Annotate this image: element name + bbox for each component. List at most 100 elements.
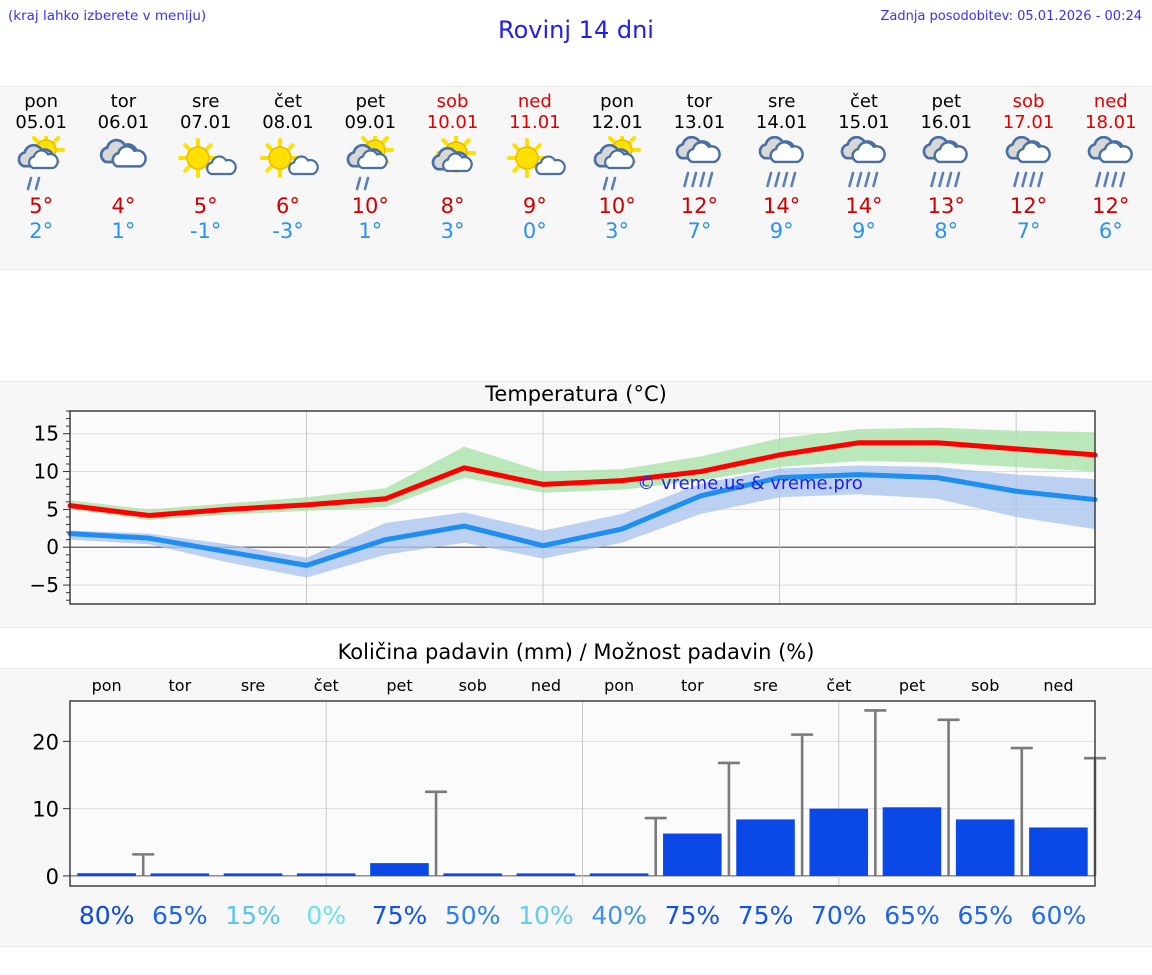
day-date: 10.01 [426,112,479,133]
svg-text:15: 15 [34,422,59,446]
day-date: 06.01 [97,112,150,133]
precipitation-probability: 65% [957,901,1014,930]
temperature-max: 10° [351,194,389,218]
last-updated: Zadnja posodobitev: 05.01.2026 - 00:24 [880,9,1142,24]
sun-cloud-rain-icon [584,131,650,192]
temperature-min: -1° [189,219,222,243]
rain-icon [666,135,732,192]
temperature-max: 4° [111,194,136,218]
forecast-day[interactable]: pon 05.01 5° 2° [0,87,82,269]
temperature-max: 9° [522,194,547,218]
temperature-max: 12° [680,194,718,218]
temperature-max: 12° [1092,194,1130,218]
cloudy-icon [90,136,156,192]
day-date: 05.01 [15,112,67,133]
precipitation-bar [370,863,429,876]
precipitation-day-label: pet [898,676,926,695]
day-date: 09.01 [344,112,397,133]
svg-text:−5: −5 [30,573,59,597]
page-header: (kraj lahko izberete v meniju) Rovinj 14… [0,0,1152,60]
day-date: 17.01 [1002,112,1055,133]
precipitation-probability: 80% [78,901,135,930]
precipitation-day-label: sre [240,676,266,695]
forecast-day[interactable]: pet 16.01 13° 8° [905,87,987,269]
sun-cloud-icon [420,133,486,192]
svg-text:5: 5 [46,497,59,521]
location-menu-hint[interactable]: (kraj lahko izberete v meniju) [8,8,207,24]
forecast-strip: pon 05.01 5° 2° tor 06.01 4° 1° sre 07.01 5° -1° čet… [0,86,1152,270]
day-of-week: sob [1012,91,1045,112]
temperature-min: 7° [687,219,712,243]
precipitation-day-label: sre [753,676,778,695]
forecast-day[interactable]: sob 10.01 8° 3° [411,87,493,269]
precipitation-day-label: tor [168,676,192,695]
precipitation-chart-title: Količina padavin (mm) / Možnost padavin … [337,640,815,664]
sun-small-cloud-icon [173,136,239,192]
precipitation-chart: 20 10 0 [0,669,1152,950]
day-date: 12.01 [591,112,643,133]
rain-icon [1078,135,1144,192]
temperature-min: 1° [111,219,136,243]
forecast-day[interactable]: sob 17.01 12° 7° [987,87,1069,269]
forecast-day[interactable]: sre 14.01 14° 9° [741,87,823,269]
sun-cloud-rain-icon [337,131,403,192]
precipitation-bar [150,873,210,876]
day-of-week: pet [931,91,962,112]
svg-text:20: 20 [32,730,59,754]
sun-cloud-rain-icon [8,131,74,192]
precipitation-day-label: tor [681,676,704,695]
temperature-max: 5° [29,194,54,218]
day-of-week: pon [600,91,635,112]
rain-icon [996,135,1062,192]
rain-icon [913,135,979,192]
day-of-week: čet [849,91,878,112]
day-date: 07.01 [179,112,232,133]
precipitation-probability-row: 80% 65% 15% 0% 75% 50% 10% 40% 75% 75% 70% 65% 65% 60… [70,899,1095,939]
forecast-day[interactable]: pon 12.01 10° 3° [576,87,658,269]
day-date: 14.01 [755,112,808,133]
forecast-day[interactable]: pet 09.01 10° 1° [329,87,411,269]
forecast-day[interactable]: ned 18.01 12° 6° [1070,87,1152,269]
sun-small-cloud-icon [502,136,568,192]
temperature-max: 12° [1009,194,1048,218]
precipitation-probability: 50% [444,901,501,930]
temperature-max: 8° [440,194,465,218]
forecast-day[interactable]: ned 11.01 9° 0° [494,87,576,269]
precipitation-day-label: ned [530,676,561,695]
temperature-min: 8° [934,219,959,243]
forecast-day[interactable]: sre 07.01 5° -1° [165,87,247,269]
temperature-max: 5° [193,194,218,218]
day-of-week: sob [436,91,469,112]
temperature-max: 14° [763,194,801,218]
forecast-day[interactable]: tor 13.01 12° 7° [658,87,740,269]
day-of-week: ned [1093,91,1128,112]
precipitation-probability: 75% [371,901,428,930]
forecast-day[interactable]: čet 15.01 14° 9° [823,87,905,269]
precipitation-probability: 10% [518,901,574,930]
temperature-max: 6° [276,194,300,218]
day-date: 13.01 [673,112,726,133]
day-of-week: pet [355,91,386,112]
precipitation-bar [77,873,136,876]
temperature-min: 0° [522,219,547,243]
watermark: © vreme.us & vreme.pro [637,473,863,494]
temperature-max: 13° [927,194,965,218]
day-date: 11.01 [509,112,561,133]
precipitation-bar [296,873,356,876]
forecast-day[interactable]: čet 08.01 6° -3° [247,87,329,269]
precipitation-day-label: pet [386,676,413,695]
day-date: 16.01 [920,112,972,133]
precipitation-day-label: čet [826,676,852,695]
svg-text:0: 0 [46,535,59,559]
precipitation-probability: 0% [306,901,347,930]
page-title: Rovinj 14 dni [498,16,654,44]
day-of-week: tor [110,91,137,112]
precipitation-day-label: pon [604,676,635,695]
precipitation-day-label: sob [971,676,1000,695]
precipitation-probability: 65% [884,901,940,930]
svg-text:10: 10 [32,798,59,822]
precipitation-probability: 75% [664,901,721,930]
forecast-day[interactable]: tor 06.01 4° 1° [82,87,164,269]
precipitation-day-label: ned [1043,676,1074,695]
precipitation-probability: 60% [1030,901,1087,930]
